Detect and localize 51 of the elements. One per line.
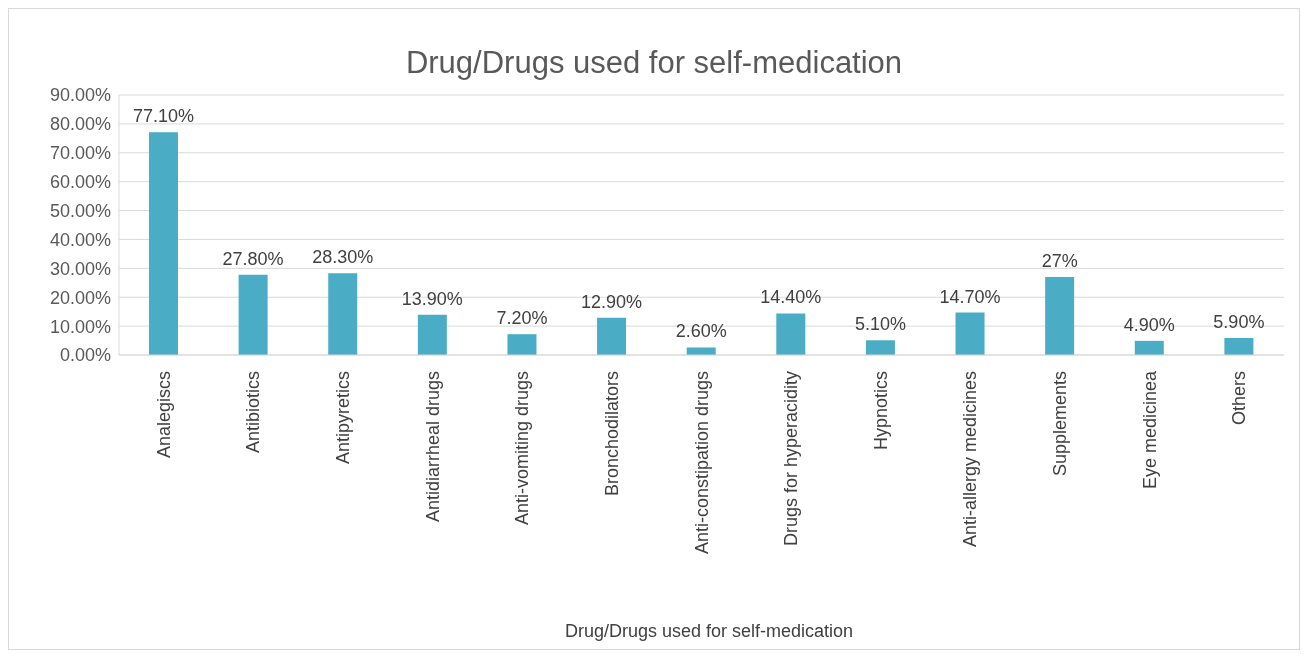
y-tick-label: 90.00%: [49, 85, 111, 106]
x-tick-label: Antidiarrheal drugs: [422, 371, 443, 523]
bar: [507, 334, 537, 355]
bar: [1224, 337, 1254, 355]
data-label: 77.10%: [132, 106, 195, 127]
data-label: 28.30%: [312, 247, 374, 268]
x-tick-label: Hypnotics: [870, 371, 891, 451]
data-label: 12.90%: [581, 291, 643, 312]
x-axis-title: Drug/Drugs used for self-medication: [563, 621, 855, 642]
data-label: 14.70%: [939, 286, 1001, 307]
bar: [1045, 277, 1075, 355]
y-tick-label: 20.00%: [49, 287, 111, 308]
bar: [597, 317, 627, 355]
bar: [776, 313, 806, 355]
y-tick-label: 30.00%: [49, 258, 111, 279]
x-tick-label: Antipyretics: [333, 371, 354, 465]
y-tick-label: 10.00%: [49, 316, 111, 337]
data-label: 5.10%: [854, 314, 906, 335]
x-tick-label: Bronchodilators: [601, 371, 622, 497]
bar: [865, 340, 895, 355]
data-label: 14.40%: [760, 287, 822, 308]
y-tick-label: 50.00%: [49, 200, 111, 221]
bar: [1134, 340, 1164, 355]
data-label: 27%: [1041, 251, 1078, 271]
bar: [955, 312, 985, 355]
bar: [328, 273, 358, 355]
bar: [238, 274, 268, 355]
x-tick-label: Anti-vomiting drugs: [512, 371, 533, 526]
x-tick-label: Anti-allergy medicines: [960, 371, 981, 548]
y-tick-label: 80.00%: [49, 114, 111, 135]
x-tick-label: Supplements: [1049, 371, 1070, 477]
x-tick-label: Anti-constipation drugs: [691, 371, 712, 555]
x-tick-label: Others: [1229, 371, 1250, 426]
y-tick-label: 0.00%: [59, 345, 111, 366]
data-label: 5.90%: [1213, 311, 1265, 332]
data-label: 27.80%: [222, 248, 284, 269]
y-tick-label: 70.00%: [49, 143, 111, 164]
y-tick-label: 40.00%: [49, 229, 111, 250]
bar: [686, 347, 716, 355]
x-tick-label: Antibiotics: [243, 371, 264, 454]
data-label: 7.20%: [496, 308, 548, 329]
bar: [149, 132, 178, 355]
bar: [417, 314, 447, 355]
chart-title: Drug/Drugs used for self-medication: [404, 45, 904, 81]
data-label: 4.90%: [1123, 314, 1175, 335]
data-label: 2.60%: [675, 321, 727, 342]
data-label: 13.90%: [401, 288, 463, 309]
x-tick-label: Drugs for hyperacidity: [781, 371, 802, 547]
y-tick-label: 60.00%: [49, 172, 111, 193]
x-tick-label: Analegiscs: [153, 371, 174, 459]
x-tick-label: Eye medicinea: [1139, 370, 1160, 490]
